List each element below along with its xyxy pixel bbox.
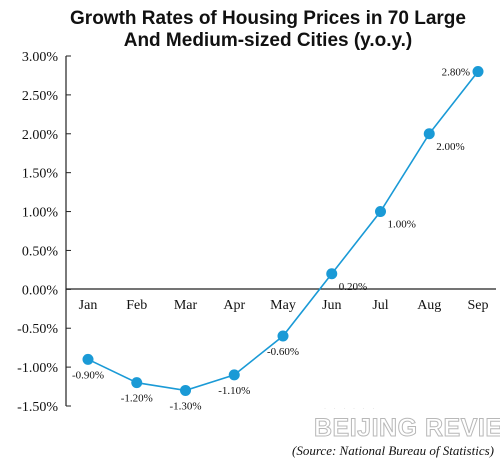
data-point [82, 353, 94, 365]
data-label: 1.00% [388, 219, 416, 231]
data-point [472, 66, 484, 78]
x-tick-labels: Jan Feb Mar Apr May Jun Jul Aug Sep [79, 298, 489, 313]
x-tick-label: Apr [223, 298, 245, 313]
source-note: (Source: National Bureau of Statistics) [292, 443, 494, 458]
data-point [326, 268, 338, 280]
y-tick-labels: 3.00% 2.50% 2.00% 1.50% 1.00% 0.50% 0.00% -0.50… [17, 50, 71, 415]
data-label: -1.20% [121, 393, 153, 405]
x-tick-label: May [270, 298, 296, 313]
data-label: 2.00% [436, 141, 464, 153]
data-label: 2.80% [442, 67, 470, 79]
x-tick-label: Jul [372, 298, 388, 313]
y-tick-label: 2.00% [22, 128, 59, 143]
watermark-text: BEIJING REVIEW [314, 414, 500, 442]
y-tick-label: 3.00% [22, 50, 59, 65]
data-label: -0.90% [72, 369, 104, 381]
data-label: -1.10% [218, 385, 250, 397]
x-tick-label: Jun [322, 298, 341, 313]
y-tick-label: 1.50% [22, 167, 59, 182]
data-point [375, 206, 386, 218]
x-tick-label: Mar [174, 298, 198, 313]
watermark-logo: · · · · · · BEIJING REVIEW [314, 406, 500, 443]
x-tick-label: Sep [468, 298, 489, 313]
data-point [131, 377, 143, 389]
y-tick-label: -1.00% [17, 361, 58, 376]
x-tick-label: Feb [126, 298, 147, 313]
series-line [87, 71, 479, 392]
x-tick-label: Jan [79, 298, 98, 313]
y-tick-label: 2.50% [22, 89, 59, 104]
y-tick-label: 0.00% [22, 283, 59, 298]
data-label: 0.20% [339, 281, 367, 293]
data-point [423, 128, 435, 140]
data-labels: -0.90% -1.20% -1.30% -1.10% -0.60% 0.20% 1.00%… [72, 67, 470, 413]
y-tick-label: 1.00% [22, 206, 59, 221]
series-group [82, 66, 484, 396]
data-label: -1.30% [169, 400, 201, 412]
x-tick-label: Aug [417, 298, 441, 313]
chart-title-line-1: Growth Rates of Housing Prices in 70 Lar… [70, 8, 466, 29]
data-point [228, 369, 240, 381]
y-tick-label: -0.50% [17, 322, 58, 337]
data-point [180, 384, 191, 396]
y-tick-label: 0.50% [22, 244, 59, 259]
data-label: -0.60% [267, 346, 299, 358]
y-tick-label: -1.50% [17, 400, 58, 415]
svg-text:· · · · · ·: · · · · · · [324, 406, 377, 412]
data-point [277, 330, 289, 342]
chart-title-line-2: And Medium-sized Cities (y.o.y.) [124, 30, 413, 51]
